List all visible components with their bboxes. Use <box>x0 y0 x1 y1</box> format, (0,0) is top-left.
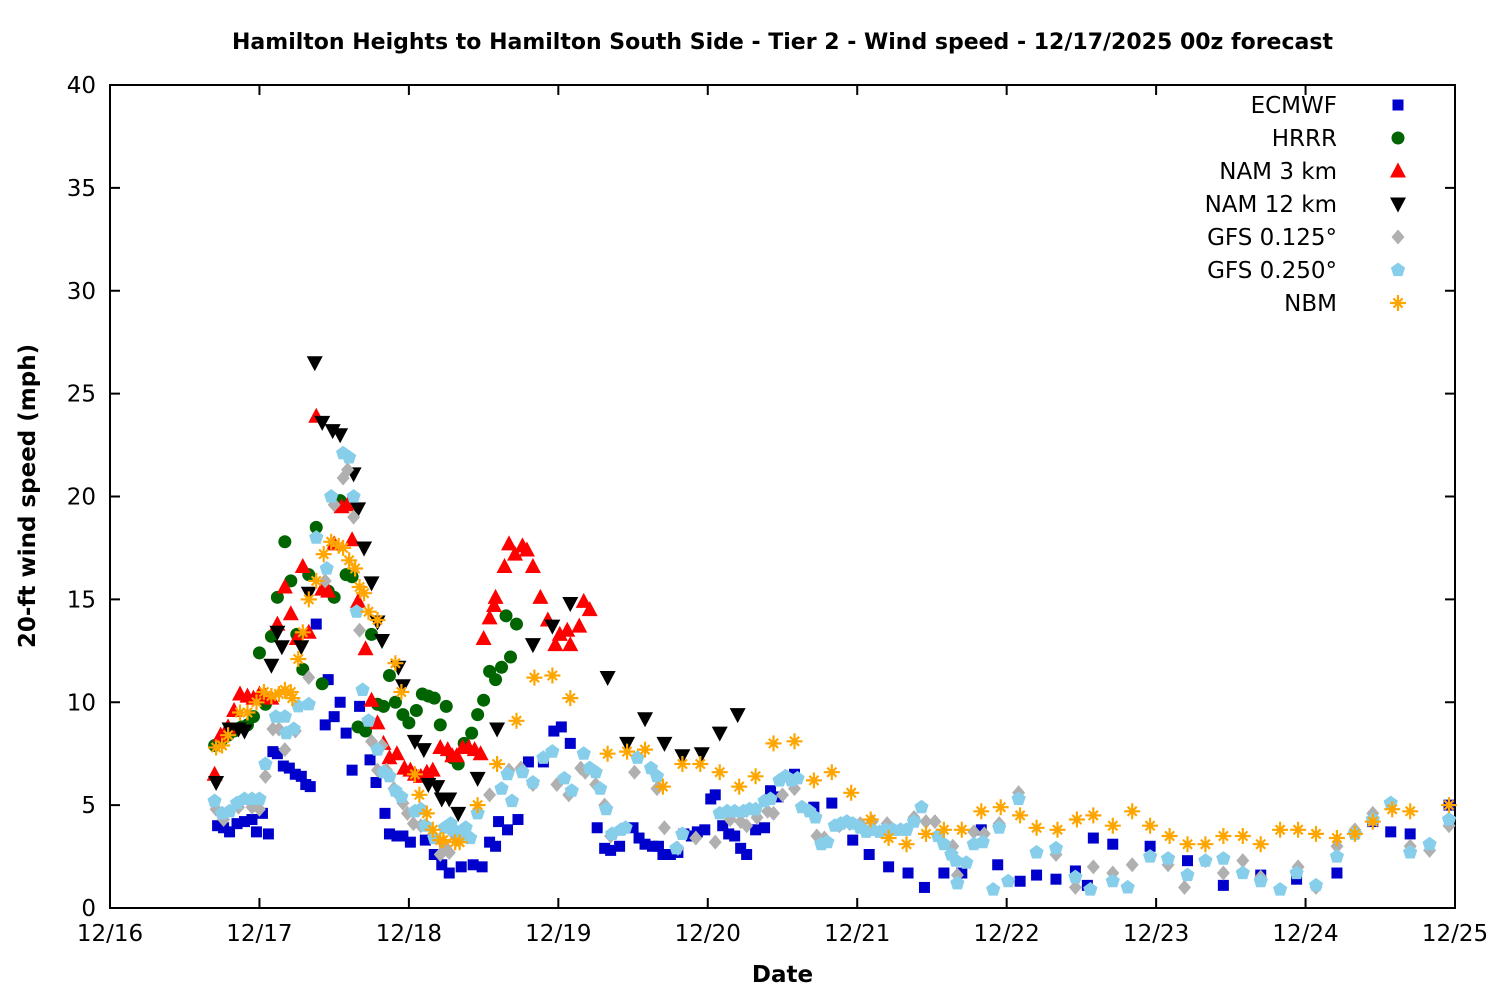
x-tick-label: 12/18 <box>376 921 442 947</box>
legend-label: NAM 12 km <box>1205 192 1337 218</box>
y-tick-label: 5 <box>81 793 96 819</box>
legend: ECMWF HRRR NAM 3 km NAM 12 km GFS 0.125° GFS … <box>1205 93 1406 317</box>
legend-item-nam-3-km: NAM 3 km <box>1219 159 1406 185</box>
x-axis-label: Date <box>751 962 814 988</box>
x-tick-label: 12/17 <box>226 921 292 947</box>
legend-item-gfs-0-125-: GFS 0.125° <box>1207 225 1405 251</box>
y-tick-label: 15 <box>67 587 96 613</box>
legend-label: NBM <box>1284 291 1337 317</box>
x-tick-label: 12/21 <box>824 921 890 947</box>
x-axis-ticks: 12/16 12/17 12/18 12/19 12/20 12/21 12/22 12/23… <box>77 85 1488 947</box>
x-tick-label: 12/20 <box>675 921 741 947</box>
series-nam-3-km <box>206 407 598 783</box>
legend-item-gfs-0-250-: GFS 0.250° <box>1207 258 1406 284</box>
x-tick-label: 12/16 <box>77 921 143 947</box>
y-tick-label: 10 <box>67 690 96 716</box>
chart-title: Hamilton Heights to Hamilton South Side … <box>232 30 1333 55</box>
y-tick-label: 35 <box>67 176 96 202</box>
x-tick-label: 12/22 <box>974 921 1040 947</box>
legend-label: HRRR <box>1272 126 1337 152</box>
series-gfs-0-250- <box>207 445 1457 896</box>
legend-label: NAM 3 km <box>1219 159 1337 185</box>
legend-label: ECMWF <box>1251 93 1337 119</box>
x-tick-label: 12/23 <box>1123 921 1189 947</box>
legend-item-nam-12-km: NAM 12 km <box>1205 192 1406 218</box>
legend-label: GFS 0.250° <box>1207 258 1337 284</box>
y-tick-label: 30 <box>67 279 96 305</box>
y-tick-label: 20 <box>67 485 96 511</box>
series-hrrr <box>208 494 523 771</box>
y-axis-ticks: 0 5 10 15 20 25 30 35 40 <box>67 73 1455 922</box>
y-tick-label: 25 <box>67 382 96 408</box>
y-tick-label: 0 <box>81 896 96 922</box>
legend-label: GFS 0.125° <box>1207 225 1337 251</box>
legend-item-ecmwf: ECMWF <box>1251 93 1404 119</box>
x-tick-label: 12/24 <box>1272 921 1338 947</box>
y-tick-label: 40 <box>67 73 96 99</box>
x-tick-label: 12/25 <box>1422 921 1488 947</box>
series-nbm <box>208 533 1457 853</box>
legend-item-hrrr: HRRR <box>1272 126 1405 152</box>
x-tick-label: 12/19 <box>525 921 591 947</box>
legend-item-nbm: NBM <box>1284 291 1406 317</box>
series-nam-12-km <box>208 356 746 822</box>
